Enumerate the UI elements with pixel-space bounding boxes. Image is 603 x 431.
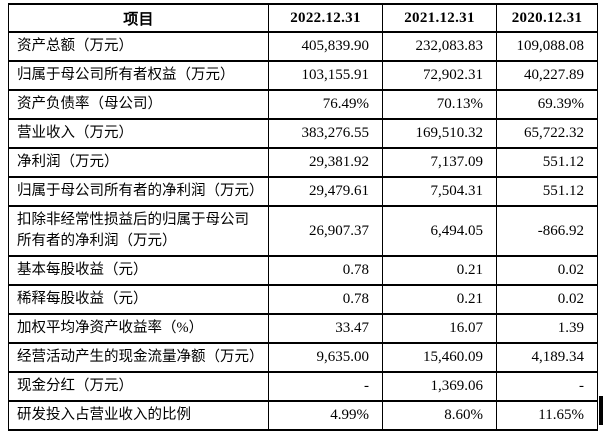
value-cell: 405,839.90 [268,31,383,62]
row-label: 净利润（万元） [8,147,269,178]
value-cell: 0.78 [268,284,383,315]
row-label: 扣除非经常性损益后的归属于母公司所有者的净利润（万元） [8,205,269,257]
value-cell: 15,460.09 [382,342,497,373]
column-header-2021: 2021.12.31 [382,3,497,33]
value-cell: 0.21 [382,255,497,286]
table-row: 加权平均净资产收益率（%） 33.47 16.07 1.39 [8,313,598,344]
value-cell: 0.21 [382,284,497,315]
table-row: 稀释每股收益（元） 0.78 0.21 0.02 [8,284,598,315]
value-cell: 232,083.83 [382,31,497,62]
value-cell: 4,189.34 [496,342,598,373]
table-row: 归属于母公司所有者的净利润（万元） 29,479.61 7,504.31 551.12 [8,176,598,207]
row-label: 归属于母公司所有者权益（万元） [8,60,269,91]
row-label: 现金分红（万元） [8,371,269,402]
table-row: 扣除非经常性损益后的归属于母公司所有者的净利润（万元） 26,907.37 6,49… [8,205,598,257]
row-label: 归属于母公司所有者的净利润（万元） [8,176,269,207]
value-cell: 551.12 [496,176,598,207]
value-cell: 103,155.91 [268,60,383,91]
value-cell: 4.99% [268,400,383,431]
column-header-item: 项目 [8,3,269,33]
value-cell: 8.60% [382,400,497,431]
header-row: 项目 2022.12.31 2021.12.31 2020.12.31 [8,3,598,33]
value-cell: 0.02 [496,255,598,286]
value-cell: 109,088.08 [496,31,598,62]
cursor-artifact [599,396,603,425]
table-body: 资产总额（万元） 405,839.90 232,083.83 109,088.08 归属… [8,31,598,431]
table-row: 资产负债率（母公司） 76.49% 70.13% 69.39% [8,89,598,120]
value-cell: 169,510.32 [382,118,497,149]
table-row: 研发投入占营业收入的比例 4.99% 8.60% 11.65% [8,400,598,431]
value-cell: 16.07 [382,313,497,344]
value-cell: 11.65% [496,400,598,431]
row-label: 研发投入占营业收入的比例 [8,400,269,431]
value-cell: 26,907.37 [268,205,383,257]
value-cell: 7,137.09 [382,147,497,178]
value-cell: -866.92 [496,205,598,257]
value-cell: - [268,371,383,402]
value-cell: - [496,371,598,402]
value-cell: 9,635.00 [268,342,383,373]
row-label: 资产总额（万元） [8,31,269,62]
value-cell: 33.47 [268,313,383,344]
row-label: 经营活动产生的现金流量净额（万元） [8,342,269,373]
value-cell: 72,902.31 [382,60,497,91]
table-row: 净利润（万元） 29,381.92 7,137.09 551.12 [8,147,598,178]
value-cell: 29,381.92 [268,147,383,178]
value-cell: 383,276.55 [268,118,383,149]
value-cell: 6,494.05 [382,205,497,257]
table-row: 现金分红（万元） -1,369.06- [8,371,598,402]
column-header-2020: 2020.12.31 [496,3,598,33]
table-row: 营业收入（万元） 383,276.55 169,510.32 65,722.32 [8,118,598,149]
value-cell: 29,479.61 [268,176,383,207]
table-row: 归属于母公司所有者权益（万元） 103,155.91 72,902.31 40,227… [8,60,598,91]
row-label: 稀释每股收益（元） [8,284,269,315]
row-label: 基本每股收益（元） [8,255,269,286]
value-cell: 551.12 [496,147,598,178]
value-cell: 70.13% [382,89,497,120]
value-cell: 40,227.89 [496,60,598,91]
row-label: 营业收入（万元） [8,118,269,149]
value-cell: 76.49% [268,89,383,120]
value-cell: 1,369.06 [382,371,497,402]
row-label: 资产负债率（母公司） [8,89,269,120]
value-cell: 0.78 [268,255,383,286]
value-cell: 1.39 [496,313,598,344]
value-cell: 65,722.32 [496,118,598,149]
value-cell: 0.02 [496,284,598,315]
column-header-2022: 2022.12.31 [268,3,383,33]
table-row: 基本每股收益（元） 0.78 0.21 0.02 [8,255,598,286]
table-row: 经营活动产生的现金流量净额（万元） 9,635.00 15,460.09 4,189.… [8,342,598,373]
table-row: 资产总额（万元） 405,839.90 232,083.83 109,088.08 [8,31,598,62]
financial-summary-table: 项目 2022.12.31 2021.12.31 2020.12.31 资产总额… [8,3,598,431]
value-cell: 69.39% [496,89,598,120]
value-cell: 7,504.31 [382,176,497,207]
row-label: 加权平均净资产收益率（%） [8,313,269,344]
